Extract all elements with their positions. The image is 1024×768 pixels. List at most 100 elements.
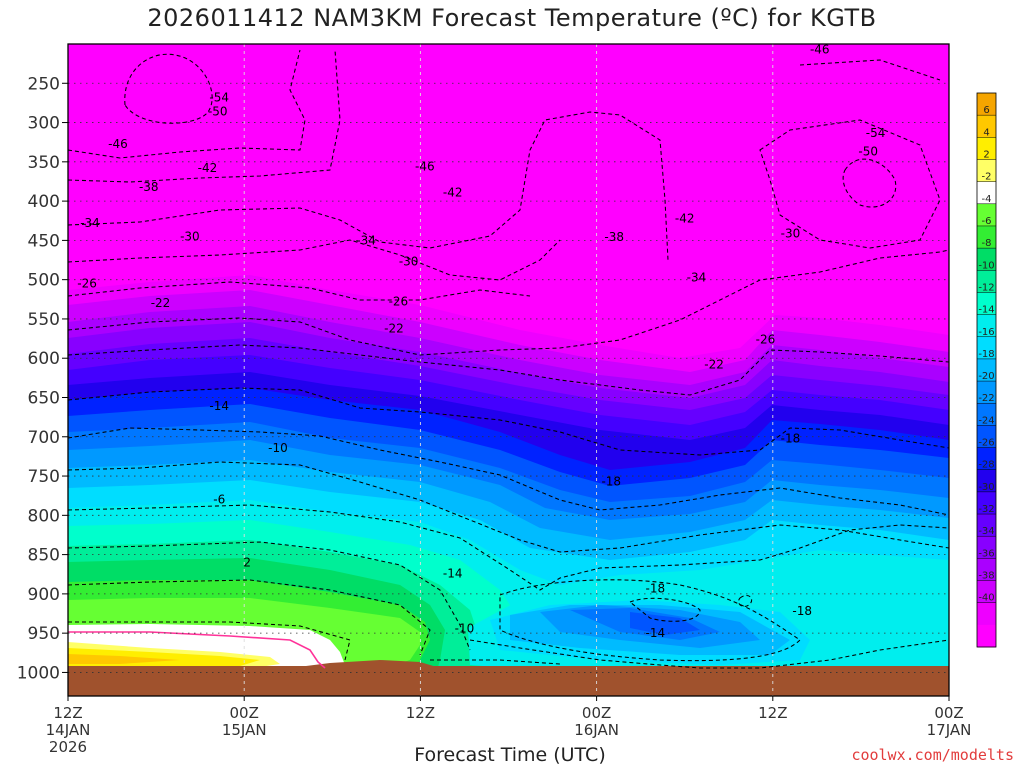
- contour-label: -30: [180, 229, 200, 243]
- colorbar-frame: [976, 92, 997, 648]
- y-tick-label: 900: [28, 585, 60, 605]
- contour-label: -22: [151, 296, 171, 310]
- x-axis-title: Forecast Time (UTC): [414, 744, 606, 766]
- x-tick-label: 12Z: [406, 704, 435, 722]
- chart-title: 2026011412 NAM3KM Forecast Temperature (…: [147, 4, 877, 32]
- y-axis: 250 300 350 400 450 500 550 600 650 700 750 800 850 9…: [17, 74, 68, 683]
- colorbar-swatch: [977, 381, 996, 404]
- contour-label: -26: [77, 277, 97, 291]
- colorbar-swatch: [977, 536, 996, 559]
- colorbar-swatch: [977, 403, 996, 426]
- colorbar-swatch: [977, 358, 996, 382]
- contour-label: -18: [601, 475, 621, 489]
- y-tick-label: 850: [28, 546, 60, 566]
- colorbar-label: -40: [978, 593, 994, 604]
- contour-label: -14: [209, 399, 229, 413]
- y-tick-label: 650: [28, 388, 60, 408]
- plot-frame: [67, 43, 950, 697]
- colorbar-swatch: [977, 270, 996, 293]
- colorbar-label: -26: [978, 438, 994, 449]
- colorbar-swatch: [977, 137, 996, 160]
- contour-label: -54: [209, 90, 229, 104]
- y-tick-label: 250: [28, 74, 60, 94]
- colorbar-label: -8: [982, 238, 992, 249]
- y-tick-label: 750: [28, 467, 60, 487]
- contour-label: -30: [399, 255, 419, 269]
- contour-label: -42: [198, 161, 218, 175]
- contour-label: -18: [792, 604, 812, 618]
- colorbar-swatch: [977, 159, 996, 183]
- contour-label: -6: [213, 493, 225, 507]
- temperature-field: [68, 44, 949, 696]
- colorbar-label: -38: [978, 571, 994, 582]
- colorbar-swatch: [977, 580, 996, 604]
- colorbar-label: -24: [978, 415, 994, 426]
- colorbar-label: 2: [983, 149, 989, 160]
- contour-label: -42: [675, 211, 695, 225]
- contour-label: -18: [646, 581, 666, 595]
- x-tick-label: 17JAN: [927, 721, 972, 739]
- colorbar-label: -18: [978, 349, 994, 360]
- contour-label: -26: [389, 295, 409, 309]
- x-tick-label: 14JAN: [46, 721, 91, 739]
- colorbar-label: -28: [978, 460, 994, 471]
- y-tick-label: 300: [28, 114, 60, 134]
- y-tick-label: 350: [28, 153, 60, 173]
- contour-label: -38: [604, 230, 624, 244]
- colorbar-label: -10: [978, 260, 994, 271]
- colorbar-swatch: [977, 447, 996, 471]
- contour-label: -34: [80, 216, 100, 230]
- colorbar-label: -36: [978, 548, 994, 559]
- y-tick-label: 400: [28, 192, 60, 212]
- x-tick-label: 00Z: [934, 704, 963, 722]
- y-tick-label: 950: [28, 624, 60, 644]
- y-tick-label: 600: [28, 349, 60, 369]
- colorbar-label: 6: [983, 105, 989, 116]
- colorbar-swatch: [977, 181, 996, 205]
- colorbar-swatch: [977, 491, 996, 515]
- colorbar-swatch: [977, 514, 996, 537]
- x-tick-label: 16JAN: [574, 721, 619, 739]
- contour-label: -50: [208, 105, 228, 119]
- contour-label: -18: [781, 431, 801, 445]
- colorbar-label: -4: [982, 194, 992, 205]
- x-tick-label: 00Z: [230, 704, 259, 722]
- colorbar-swatch: [977, 115, 996, 138]
- colorbar-swatch: [977, 93, 996, 116]
- colorbar-swatch: [977, 558, 996, 582]
- credit-text: coolwx.com/modelts: [851, 746, 1014, 764]
- contour-label: 2: [243, 555, 251, 569]
- y-tick-label: 500: [28, 271, 60, 291]
- colorbar-label: 4: [983, 127, 989, 138]
- y-tick-label: 700: [28, 428, 60, 448]
- y-tick-label: 1000: [17, 663, 60, 683]
- contour-label: -50: [858, 145, 878, 159]
- colorbar-label: -34: [978, 526, 994, 537]
- colorbar-swatch: [977, 292, 996, 316]
- colorbar-swatch: [977, 602, 996, 626]
- colorbar-label: -16: [978, 327, 994, 338]
- x-tick-label: 12Z: [53, 704, 82, 722]
- colorbar-swatch: [977, 203, 996, 227]
- colorbar-label: -2: [982, 172, 992, 183]
- y-tick-label: 450: [28, 231, 60, 251]
- colorbar-swatch: [977, 469, 996, 493]
- colorbar-label: -30: [978, 482, 994, 493]
- colorbar-label: -6: [982, 216, 992, 227]
- contour-label: -14: [646, 626, 666, 640]
- x-tick-label: 00Z: [582, 704, 611, 722]
- y-tick-label: 550: [28, 310, 60, 330]
- colorbar-swatch: [977, 336, 996, 360]
- colorbar-label: -32: [978, 504, 994, 515]
- contour-label: -10: [455, 621, 475, 635]
- x-tick-label: 12Z: [758, 704, 787, 722]
- contour-lines: [68, 49, 949, 669]
- contour-label: -30: [781, 226, 801, 240]
- x-tick-label: 15JAN: [222, 721, 267, 739]
- x-tick-label: 2026: [49, 738, 87, 756]
- colorbar-swatch: [977, 225, 996, 249]
- colorbar-swatch: [977, 248, 996, 271]
- contour-label: -46: [810, 42, 830, 56]
